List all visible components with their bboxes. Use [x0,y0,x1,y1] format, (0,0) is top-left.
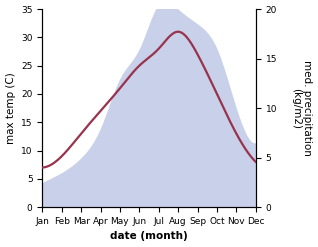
X-axis label: date (month): date (month) [110,231,188,242]
Y-axis label: med. precipitation
(kg/m2): med. precipitation (kg/m2) [291,60,313,156]
Y-axis label: max temp (C): max temp (C) [5,72,16,144]
